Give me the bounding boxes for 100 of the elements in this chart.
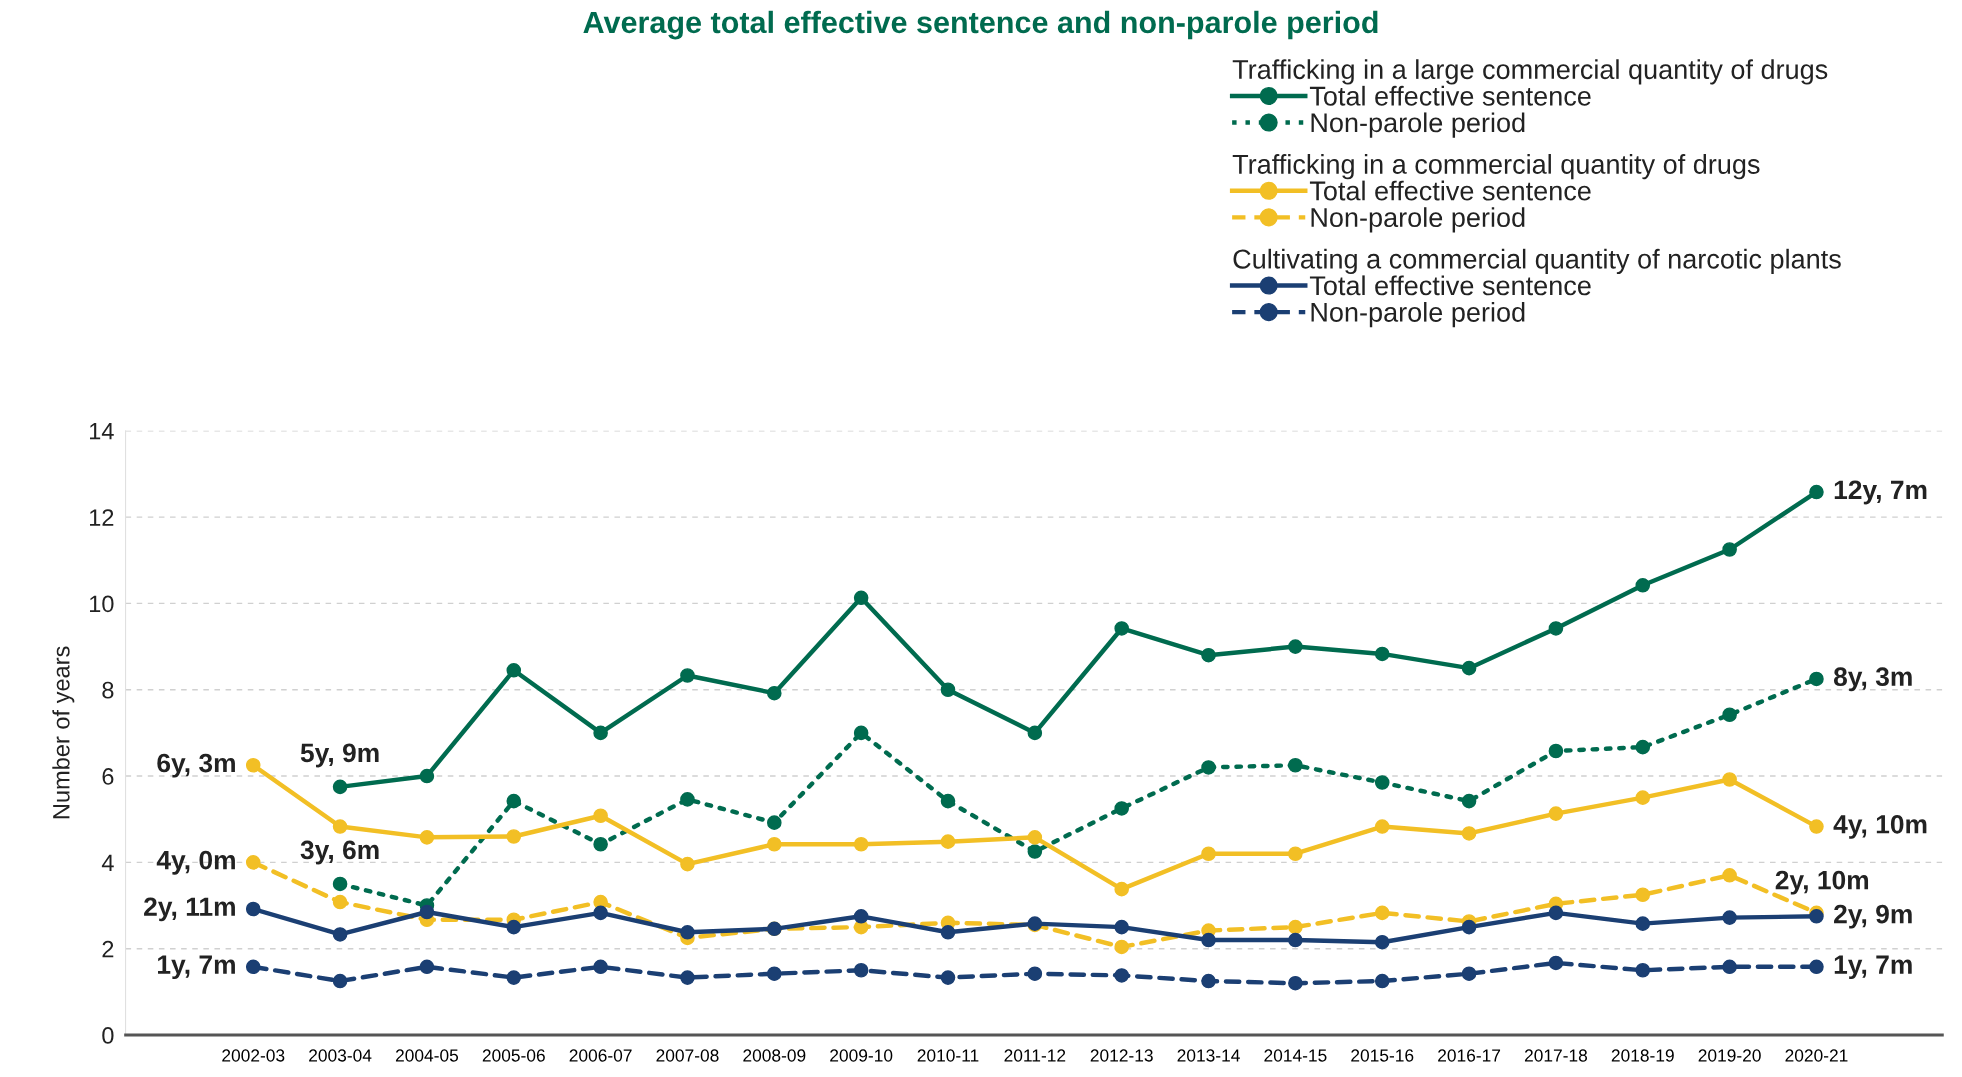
- point: [1201, 647, 1216, 663]
- annotation: 8y, 3m: [1833, 667, 1912, 692]
- point: [1201, 846, 1216, 862]
- point: [506, 970, 522, 985]
- point: [1374, 934, 1390, 950]
- x-tick-label: 2004-05: [395, 1049, 459, 1062]
- point: [680, 792, 695, 807]
- x-tick-label: 2009-10: [830, 1049, 893, 1062]
- point: [940, 834, 956, 849]
- legend-label: Total effective sentence: [1309, 85, 1591, 106]
- point: [593, 905, 608, 921]
- x-tick-label: 2017-18: [1524, 1049, 1588, 1062]
- annotation: 3y, 6m: [300, 840, 379, 865]
- annotation: 5y, 9m: [300, 743, 379, 768]
- point: [506, 919, 522, 935]
- point: [853, 962, 869, 978]
- point: [593, 959, 608, 975]
- text: Cultivating a commercial quantity of narcotic plants: [1233, 248, 1841, 275]
- point: [680, 924, 695, 940]
- point: [1374, 819, 1390, 834]
- point: [1635, 790, 1651, 805]
- point: [1548, 621, 1564, 636]
- point: [1288, 757, 1303, 773]
- point: [1635, 739, 1651, 755]
- point: [1288, 932, 1303, 948]
- y-tick-label: 12: [90, 509, 114, 526]
- x-tick-label: 2002-03: [222, 1049, 285, 1062]
- x-tick-label: 2007-08: [656, 1049, 719, 1062]
- x-tick-label: 2014-15: [1264, 1049, 1327, 1062]
- point: [1809, 909, 1824, 924]
- point: [245, 757, 261, 773]
- point: [1722, 707, 1737, 723]
- point: [1635, 916, 1651, 931]
- point: [245, 959, 261, 975]
- point: [506, 663, 522, 678]
- legend-label: Non-parole period: [1311, 301, 1525, 328]
- point: [506, 793, 522, 809]
- point: [680, 970, 695, 985]
- point: [1027, 844, 1043, 859]
- point: [245, 855, 261, 870]
- point: [1722, 868, 1737, 883]
- x-tick-label: 2008-09: [743, 1049, 806, 1062]
- point: [1548, 905, 1564, 921]
- point: [1809, 671, 1824, 687]
- x-tick-label: 2020-21: [1785, 1049, 1848, 1062]
- y-tick-label: 6: [102, 768, 114, 785]
- point: [680, 856, 695, 872]
- point: [1114, 801, 1129, 816]
- point: [1374, 646, 1390, 662]
- annotation: 2y, 9m: [1834, 904, 1912, 929]
- point: [1288, 639, 1303, 654]
- point: [506, 829, 522, 844]
- annotation: 1y, 7m: [158, 955, 235, 980]
- point: [1809, 819, 1824, 834]
- point: [767, 836, 782, 852]
- point: [1374, 973, 1390, 989]
- point: [332, 876, 348, 892]
- point: [1635, 962, 1651, 978]
- point: [1722, 542, 1737, 557]
- point: [1374, 775, 1390, 790]
- y-axis-title: Number of years: [52, 646, 75, 819]
- point: [1809, 484, 1824, 500]
- point: [1548, 806, 1564, 821]
- point: [767, 685, 782, 701]
- legend-label: Non-parole period: [1311, 112, 1525, 138]
- x-tick-label: 2011-12: [1004, 1049, 1066, 1062]
- x-tick-label: 2013-14: [1177, 1049, 1240, 1062]
- point: [332, 973, 348, 989]
- point: [1114, 968, 1129, 983]
- chart-title: Average total effective sentence and non-parole period: [583, 10, 1378, 40]
- point: [940, 682, 956, 698]
- y-tick-label: 10: [90, 595, 114, 613]
- legend-label: Non-parole period: [1311, 207, 1525, 233]
- point: [940, 970, 956, 985]
- annotation: 6y, 3m: [157, 753, 235, 778]
- y-tick-label: 4: [101, 854, 114, 871]
- point: [1027, 966, 1043, 982]
- point: [419, 904, 435, 920]
- point: [1548, 743, 1564, 759]
- point: [1461, 966, 1477, 982]
- point: [1461, 793, 1477, 809]
- annotation: 1y, 7m: [1834, 955, 1912, 980]
- x-tick-label: 2012-13: [1090, 1049, 1153, 1062]
- point: [1201, 760, 1216, 775]
- point: [680, 668, 695, 683]
- point: [1461, 826, 1477, 841]
- point: [940, 793, 956, 809]
- point: [1114, 919, 1129, 935]
- x-tick-label: 2016-17: [1438, 1049, 1501, 1062]
- point: [853, 909, 869, 924]
- point: [940, 924, 956, 940]
- annotation: 2y, 10m: [1775, 870, 1869, 895]
- point: [1461, 919, 1477, 935]
- point: [332, 927, 348, 942]
- point: [1288, 919, 1303, 935]
- point: [1635, 578, 1651, 593]
- point: [1635, 887, 1651, 903]
- point: [332, 894, 348, 910]
- annotation: 4y, 0m: [156, 850, 235, 875]
- point: [1374, 905, 1390, 921]
